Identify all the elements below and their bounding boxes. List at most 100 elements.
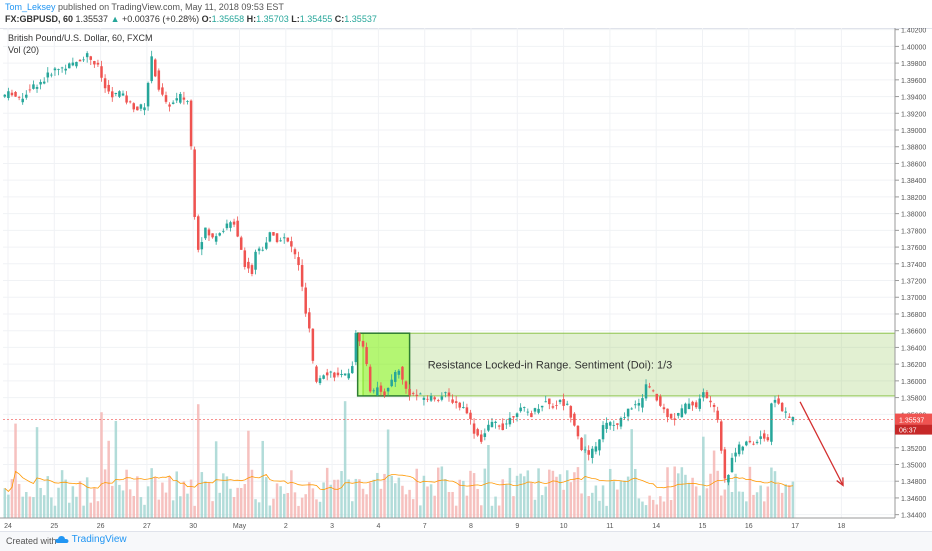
candle-body	[415, 394, 419, 397]
candle-body	[222, 230, 225, 232]
volume-bar	[565, 470, 569, 518]
volume-bar	[497, 505, 501, 518]
volume-bar	[662, 501, 666, 518]
x-tick-label: May	[233, 523, 247, 530]
volume-bar	[709, 473, 712, 518]
volume-bar	[132, 495, 136, 518]
candle-body	[315, 366, 318, 382]
volume-bar	[734, 473, 737, 518]
candle-body	[401, 366, 404, 380]
candle-body	[365, 347, 368, 365]
candle-body	[118, 91, 121, 97]
candle-body	[186, 100, 189, 102]
candle-body	[655, 393, 659, 401]
candle-body	[35, 87, 39, 89]
volume-bar	[788, 484, 791, 518]
volume-bar	[608, 468, 612, 518]
candle-body	[275, 233, 279, 242]
candle-body	[311, 328, 315, 361]
time-axis[interactable]: 24 25 26 27 30 May 2 3 4 7 8 9 10 11 14 15 16 17 18	[0, 517, 895, 530]
chart-area[interactable]: Resistance Locked-in Range. Sentiment (D…	[0, 28, 932, 531]
symbol-label: FX:GBPUSD, 60	[5, 14, 74, 24]
x-tick-label: 7	[423, 523, 427, 530]
volume-bar	[737, 491, 741, 518]
y-tick-label: 1.34400	[901, 513, 926, 520]
volume-bar	[540, 495, 544, 518]
candle-body	[329, 371, 333, 373]
candle-body	[171, 102, 175, 104]
candle-body	[93, 61, 96, 65]
candle-body	[7, 91, 10, 98]
y-tick-label: 1.34800	[901, 479, 926, 486]
volume-bar	[164, 492, 168, 518]
last-price: 1.35537	[75, 14, 109, 24]
volume-bar	[7, 494, 10, 518]
candle-body	[78, 59, 82, 62]
volume-bar	[766, 486, 770, 518]
candle-body	[322, 375, 325, 379]
candle-body	[14, 91, 17, 97]
volume-bar	[196, 404, 200, 518]
volume-bar	[272, 498, 275, 518]
candle-body	[290, 241, 293, 247]
volume-bar	[401, 485, 404, 518]
price-chart[interactable]: Resistance Locked-in Range. Sentiment (D…	[0, 28, 932, 531]
volume-bar	[143, 504, 146, 518]
volume-bar	[644, 505, 648, 518]
volume-bar	[297, 505, 300, 518]
volume-bar	[111, 485, 114, 518]
volume-bar	[71, 486, 75, 518]
volume-bar	[544, 486, 547, 518]
candle-body	[247, 261, 250, 269]
volume-bar	[397, 477, 401, 518]
candle-body	[390, 379, 393, 387]
volume-bar	[784, 484, 787, 518]
candle-body	[136, 106, 139, 111]
volume-bars	[3, 401, 795, 518]
candle-body	[411, 393, 415, 394]
volume-bar	[598, 500, 601, 518]
candle-body	[10, 92, 14, 96]
y-tick-label: 1.38800	[901, 145, 926, 152]
volume-bar	[343, 401, 347, 518]
tradingview-brand[interactable]: TradingView	[55, 534, 127, 545]
y-tick-label: 1.36800	[901, 312, 926, 319]
y-tick-label: 1.35800	[901, 396, 926, 403]
volume-bar	[720, 495, 723, 518]
candle-body	[687, 403, 691, 410]
candle-body	[555, 405, 558, 406]
candle-body	[68, 63, 71, 69]
volume-bar	[333, 479, 336, 518]
author-link[interactable]: Tom_Leksey	[5, 2, 56, 12]
candle-body	[164, 95, 168, 102]
x-tick-label: 24	[4, 523, 12, 530]
volume-bar	[279, 486, 282, 518]
candle-body	[548, 398, 551, 405]
candle-body	[128, 101, 132, 103]
candle-body	[712, 404, 716, 407]
volume-bar	[300, 497, 304, 518]
candle-body	[193, 149, 196, 217]
resistance-zone[interactable]: Resistance Locked-in Range. Sentiment (D…	[356, 332, 896, 397]
volume-bar	[39, 487, 42, 518]
volume-bar	[436, 467, 440, 518]
price-axis[interactable]: 1.40200 1.40000 1.39800 1.39600 1.39400 1.392…	[894, 28, 932, 520]
current-price-tag	[895, 413, 932, 425]
candle-body	[483, 433, 487, 437]
high-value: 1.35703	[256, 14, 289, 24]
volume-bar	[239, 487, 243, 518]
volume-bar	[745, 501, 748, 518]
volume-bar	[200, 472, 204, 518]
candle-body	[558, 399, 562, 403]
low-label: L:	[291, 14, 300, 24]
created-with-text: Created with	[6, 536, 57, 546]
volume-bar	[229, 488, 232, 518]
volume-bar	[139, 497, 143, 518]
volume-bar	[447, 492, 451, 518]
low-value: 1.35455	[299, 14, 333, 24]
volume-bar	[601, 485, 605, 518]
candle-body	[358, 333, 361, 342]
candle-body	[580, 437, 583, 451]
volume-bar	[53, 505, 57, 518]
volume-ma-line	[4, 470, 793, 492]
